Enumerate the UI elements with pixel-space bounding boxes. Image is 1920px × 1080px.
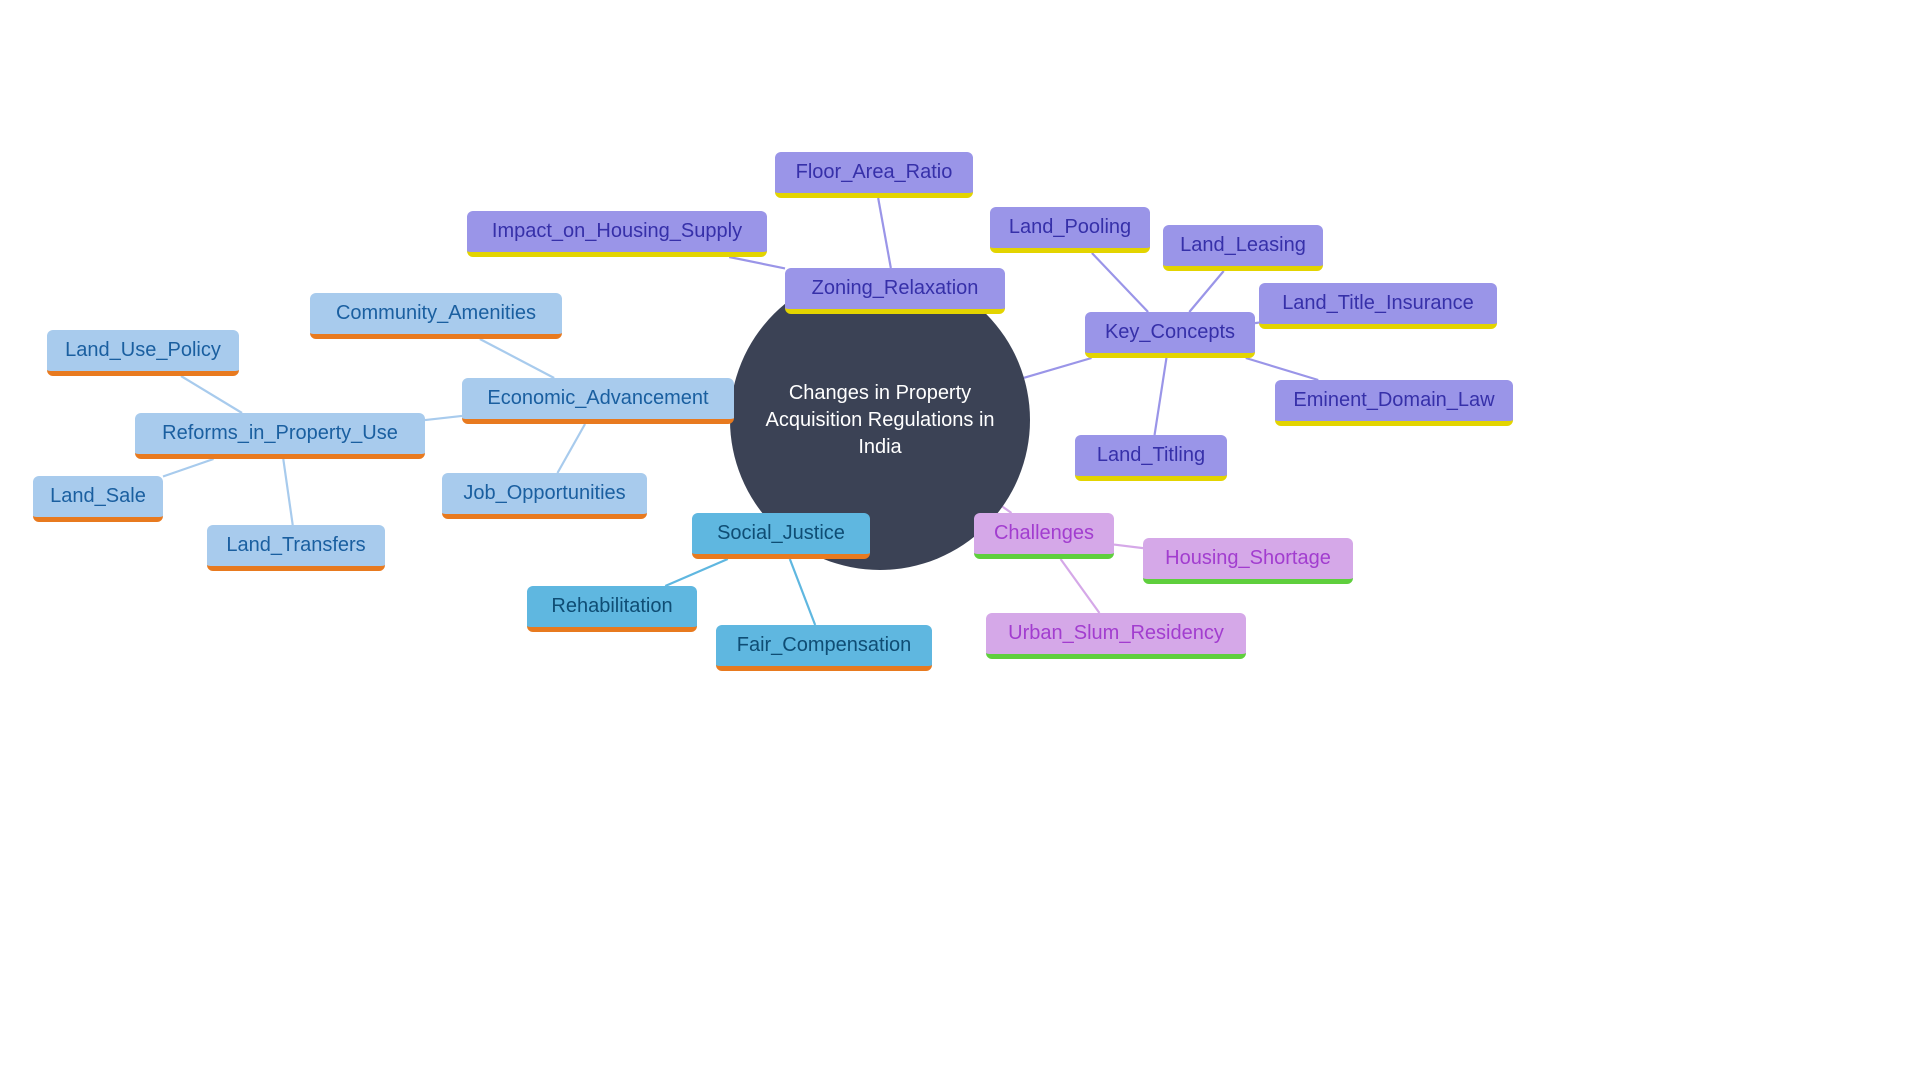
node-rehab: Rehabilitation [527, 586, 697, 632]
edge [1061, 559, 1100, 613]
node-label: Land_Titling [1097, 444, 1205, 467]
node-label: Job_Opportunities [463, 482, 625, 505]
edge [181, 376, 242, 413]
node-slum: Urban_Slum_Residency [986, 613, 1246, 659]
node-label: Housing_Shortage [1165, 547, 1331, 570]
edge [163, 459, 214, 477]
edge [729, 257, 785, 268]
node-label: Community_Amenities [336, 302, 536, 325]
node-housing_short: Housing_Shortage [1143, 538, 1353, 584]
node-label: Challenges [994, 522, 1094, 545]
node-label: Land_Leasing [1180, 234, 1306, 257]
node-land_policy: Land_Use_Policy [47, 330, 239, 376]
edge [1024, 358, 1092, 378]
node-label: Floor_Area_Ratio [796, 161, 953, 184]
node-comm_amen: Community_Amenities [310, 293, 562, 339]
node-label: Reforms_in_Property_Use [162, 422, 398, 445]
edge [1092, 253, 1148, 312]
node-land_titling: Land_Titling [1075, 435, 1227, 481]
node-label: Impact_on_Housing_Supply [492, 220, 742, 243]
node-fair_comp: Fair_Compensation [716, 625, 932, 671]
node-label: Fair_Compensation [737, 634, 912, 657]
node-label: Land_Transfers [226, 534, 365, 557]
node-label: Land_Use_Policy [65, 339, 221, 362]
node-label: Urban_Slum_Residency [1008, 622, 1224, 645]
node-econ_adv: Economic_Advancement [462, 378, 734, 424]
node-eminent: Eminent_Domain_Law [1275, 380, 1513, 426]
node-land_leasing: Land_Leasing [1163, 225, 1323, 271]
node-label: Zoning_Relaxation [812, 277, 979, 300]
node-label: Land_Title_Insurance [1282, 292, 1474, 315]
edge [1155, 358, 1167, 435]
edge [1114, 545, 1143, 549]
edge [878, 198, 891, 268]
node-zoning: Zoning_Relaxation [785, 268, 1005, 314]
edge [1246, 358, 1318, 380]
edge [425, 416, 462, 420]
node-label: Land_Sale [50, 485, 146, 508]
node-impact_supply: Impact_on_Housing_Supply [467, 211, 767, 257]
node-land_title_ins: Land_Title_Insurance [1259, 283, 1497, 329]
edge [665, 559, 728, 586]
node-reforms: Reforms_in_Property_Use [135, 413, 425, 459]
node-land_tx: Land_Transfers [207, 525, 385, 571]
node-job_ops: Job_Opportunities [442, 473, 647, 519]
edge [1189, 271, 1223, 312]
edge [480, 339, 554, 378]
edge [557, 424, 585, 473]
center-node-label: Changes in PropertyAcquisition Regulatio… [758, 380, 1002, 461]
node-label: Economic_Advancement [487, 387, 708, 410]
node-challenges: Challenges [974, 513, 1114, 559]
edge [790, 559, 815, 625]
node-land_pooling: Land_Pooling [990, 207, 1150, 253]
node-social: Social_Justice [692, 513, 870, 559]
node-key_concepts: Key_Concepts [1085, 312, 1255, 358]
node-label: Rehabilitation [551, 595, 672, 618]
edge [283, 459, 292, 525]
node-label: Key_Concepts [1105, 321, 1235, 344]
node-floor_ratio: Floor_Area_Ratio [775, 152, 973, 198]
node-label: Land_Pooling [1009, 216, 1131, 239]
node-land_sale: Land_Sale [33, 476, 163, 522]
node-label: Social_Justice [717, 522, 845, 545]
node-label: Eminent_Domain_Law [1293, 389, 1494, 412]
